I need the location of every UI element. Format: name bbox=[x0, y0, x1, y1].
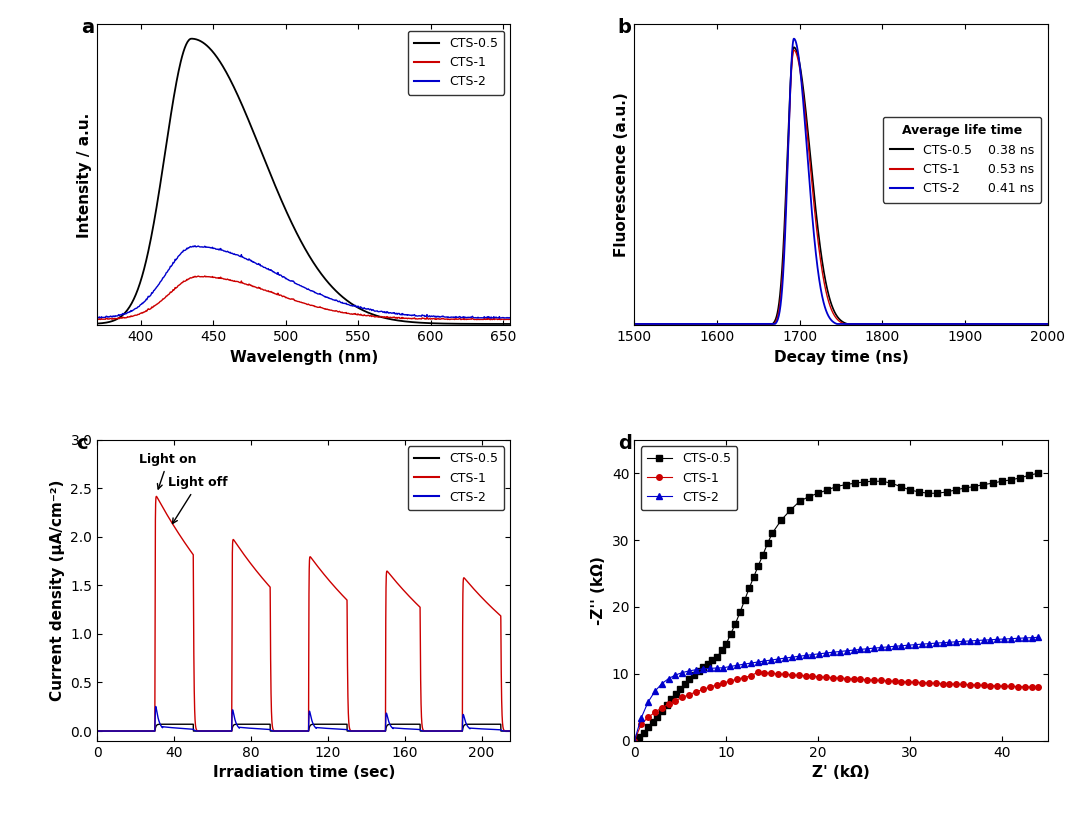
CTS-0.5 bbox=[706, 655, 719, 665]
X-axis label: Irradiation time (sec): Irradiation time (sec) bbox=[213, 765, 395, 780]
Y-axis label: Fluorescence (a.u.): Fluorescence (a.u.) bbox=[613, 93, 629, 257]
X-axis label: Wavelength (nm): Wavelength (nm) bbox=[230, 350, 378, 365]
CTS-2 bbox=[627, 736, 640, 746]
CTS-0.5 bbox=[719, 639, 732, 649]
CTS-0.5 bbox=[674, 684, 687, 694]
Text: Light on: Light on bbox=[139, 453, 197, 489]
CTS-2 bbox=[765, 655, 778, 665]
CTS-0.5 bbox=[829, 482, 842, 492]
CTS-1 bbox=[627, 736, 640, 746]
CTS-1 bbox=[772, 669, 785, 679]
CTS-0.5 bbox=[715, 646, 728, 655]
Legend: CTS-0.5    0.38 ns, CTS-1       0.53 ns, CTS-2       0.41 ns: CTS-0.5 0.38 ns, CTS-1 0.53 ns, CTS-2 0.… bbox=[882, 117, 1041, 203]
Line: CTS-1: CTS-1 bbox=[632, 669, 1041, 743]
Legend: CTS-0.5, CTS-1, CTS-2: CTS-0.5, CTS-1, CTS-2 bbox=[407, 31, 504, 94]
Legend: CTS-0.5, CTS-1, CTS-2: CTS-0.5, CTS-1, CTS-2 bbox=[640, 446, 738, 510]
CTS-1 bbox=[752, 667, 765, 677]
CTS-2 bbox=[881, 642, 894, 652]
CTS-0.5 bbox=[697, 663, 710, 672]
CTS-2 bbox=[1031, 632, 1044, 642]
CTS-1 bbox=[744, 671, 757, 681]
CTS-1 bbox=[731, 674, 744, 684]
Line: CTS-0.5: CTS-0.5 bbox=[632, 470, 1041, 743]
CTS-0.5 bbox=[627, 736, 640, 746]
Y-axis label: Intensity / a.u.: Intensity / a.u. bbox=[77, 112, 92, 238]
X-axis label: Z' (kΩ): Z' (kΩ) bbox=[812, 765, 869, 780]
CTS-2 bbox=[744, 659, 757, 668]
Text: d: d bbox=[618, 434, 632, 453]
CTS-1 bbox=[765, 668, 778, 678]
Text: a: a bbox=[81, 19, 94, 37]
CTS-2 bbox=[758, 656, 771, 666]
Line: CTS-2: CTS-2 bbox=[632, 635, 1041, 743]
Text: b: b bbox=[618, 19, 632, 37]
CTS-1 bbox=[888, 676, 901, 686]
Y-axis label: Current density (μA/cm⁻²): Current density (μA/cm⁻²) bbox=[50, 479, 65, 701]
Legend: CTS-0.5, CTS-1, CTS-2: CTS-0.5, CTS-1, CTS-2 bbox=[407, 446, 504, 510]
CTS-0.5 bbox=[1031, 468, 1044, 478]
Text: Light off: Light off bbox=[168, 476, 228, 523]
CTS-2 bbox=[731, 660, 744, 670]
Text: c: c bbox=[77, 434, 89, 453]
Y-axis label: -Z'' (kΩ): -Z'' (kΩ) bbox=[592, 556, 606, 624]
X-axis label: Decay time (ns): Decay time (ns) bbox=[773, 350, 908, 365]
CTS-1 bbox=[1031, 682, 1044, 692]
CTS-2 bbox=[697, 664, 710, 674]
CTS-1 bbox=[697, 685, 710, 694]
